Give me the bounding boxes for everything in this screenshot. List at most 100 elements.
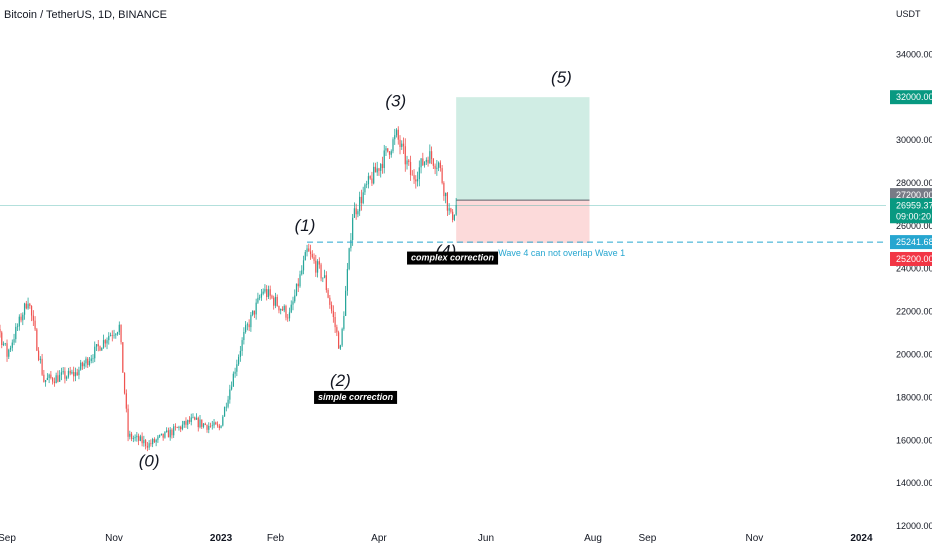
candle-body: [294, 295, 296, 302]
y-tick-label: 12000.00: [896, 521, 932, 531]
candle-body: [155, 439, 157, 443]
candle-body: [185, 421, 187, 425]
candle-body: [148, 443, 150, 448]
candle-body: [359, 196, 361, 212]
candle-body: [271, 295, 273, 298]
candle-body: [262, 291, 264, 294]
candle-body: [43, 374, 45, 382]
price-unit: USDT: [896, 9, 921, 19]
candle-body: [341, 328, 343, 346]
candle-body: [129, 433, 131, 437]
x-tick-label: Feb: [267, 533, 285, 544]
candle-body: [257, 297, 259, 303]
wave1-price-tag-bg: [890, 235, 932, 250]
y-tick-label: 22000.00: [896, 307, 932, 317]
candle-body: [171, 429, 173, 436]
candle-body: [387, 148, 389, 152]
candle-body: [29, 303, 31, 306]
x-tick-label: 2023: [210, 533, 233, 544]
candle-body: [402, 143, 405, 147]
candle-body: [350, 239, 352, 249]
candle-body: [434, 165, 436, 169]
candle-body: [30, 305, 33, 316]
candle-body: [357, 211, 359, 215]
candle-body: [352, 217, 354, 240]
candle-body: [83, 363, 85, 367]
stop-price-tag-bg: [890, 251, 932, 266]
candle-body: [429, 151, 431, 164]
candle-body: [292, 301, 294, 305]
candle-body: [234, 371, 236, 374]
candle-body: [59, 374, 61, 382]
candle-body: [420, 158, 422, 168]
candle-body: [295, 283, 298, 296]
x-tick-label: Sep: [0, 533, 16, 544]
candle-body: [452, 211, 454, 220]
complex-correction-note-box: [407, 251, 499, 265]
candle-body: [180, 426, 182, 430]
candle-body: [441, 168, 443, 183]
candle-body: [306, 248, 308, 253]
candle-body: [16, 326, 19, 328]
candle-body: [209, 425, 212, 427]
candle-body: [390, 151, 392, 155]
candle-body: [408, 160, 410, 162]
current-price-tag: 26959.37: [896, 200, 932, 210]
candle-body: [67, 370, 70, 377]
current-price-bg: [890, 198, 932, 224]
candle-body: [311, 254, 313, 258]
candle-body: [360, 196, 363, 204]
candle-body: [134, 437, 136, 439]
candle-body: [73, 371, 75, 377]
candle-body: [223, 407, 226, 417]
candle-body: [166, 430, 168, 432]
candle-body: [229, 389, 231, 400]
candle-body: [383, 150, 385, 168]
candle-body: [411, 174, 413, 176]
candle-body: [32, 315, 34, 321]
candle-body: [253, 310, 256, 315]
candle-body: [37, 350, 40, 360]
candle-body: [213, 422, 215, 426]
wave-label: (5): [551, 68, 572, 87]
candle-body: [367, 176, 370, 185]
candle-body: [222, 416, 224, 426]
candle-body: [111, 335, 113, 336]
candle-body: [145, 440, 147, 446]
candle-body: [299, 274, 301, 287]
candle-body: [85, 358, 87, 364]
candle-body: [364, 184, 366, 193]
candle-body: [301, 270, 303, 275]
candle-body: [369, 176, 371, 179]
candle-body: [157, 436, 159, 440]
candle-body: [376, 168, 378, 173]
candle-body: [445, 192, 447, 197]
candle-body: [39, 358, 41, 360]
candle-body: [181, 424, 184, 430]
simple-correction-note-text: simple correction: [318, 392, 394, 402]
candle-body: [401, 143, 403, 147]
y-tick-label: 34000.00: [896, 49, 932, 59]
candle-body: [164, 431, 166, 438]
wave-label: (0): [139, 452, 160, 471]
candle-body: [399, 139, 401, 147]
candle-body: [199, 419, 201, 428]
candle-body: [173, 426, 175, 436]
candle-body: [87, 358, 89, 365]
candle-body: [108, 336, 110, 341]
target-price-tag: 32000.00: [896, 92, 932, 102]
candle-body: [252, 310, 254, 315]
candle-body: [430, 151, 433, 159]
x-tick-label: Apr: [371, 533, 387, 544]
candle-body: [1, 332, 3, 346]
candle-body: [264, 289, 266, 292]
candle-body: [195, 417, 198, 420]
candle-body: [41, 358, 43, 375]
candle-body: [22, 314, 24, 321]
annotations: (0)(1)(2)(3)(4)(5)simple correctioncompl…: [139, 68, 625, 471]
candle-body: [388, 151, 391, 155]
candle-body: [76, 372, 78, 376]
candle-body: [453, 214, 456, 220]
target-zone: [456, 97, 590, 201]
